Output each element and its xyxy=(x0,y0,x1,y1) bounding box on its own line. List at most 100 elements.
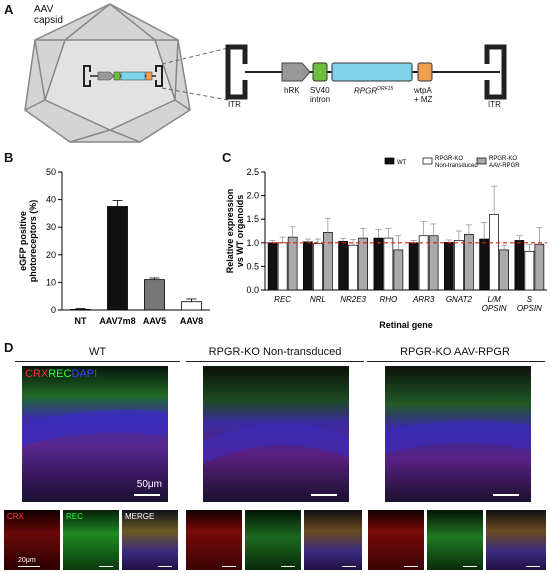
c-bar xyxy=(287,236,298,291)
label-sv40: SV40 intron xyxy=(310,86,330,104)
scalebar-small-ko-crx xyxy=(222,566,236,567)
c-bar xyxy=(444,241,454,291)
panel-a-label: A xyxy=(4,2,14,17)
c-x-tick-label: RHO xyxy=(379,295,397,304)
label-wtpa-line2: + MZ xyxy=(414,95,433,104)
c-bar xyxy=(514,240,525,291)
b-y-axis-label: eGFP positivephotoreceptors (%) xyxy=(18,200,38,283)
panel-c-chart: 0.0 0.5 1.0 1.5 2.0 2.5 REC NRL NR2E3 RHO ARR3 GNAT… xyxy=(225,156,547,330)
scalebar-small-ko-rec xyxy=(281,566,295,567)
c-y-axis-label: Relative expressionvs WT organoids xyxy=(225,189,245,274)
transgene-construct-icon xyxy=(225,44,507,100)
b-y-tick-label: 20 xyxy=(46,250,56,260)
c-bar xyxy=(393,249,404,291)
label-wtpa: wtpA + MZ xyxy=(414,86,432,104)
c-legend-swatch xyxy=(422,157,433,165)
small-rec-aav xyxy=(427,510,483,570)
c-bar xyxy=(418,235,429,291)
c-bar xyxy=(267,242,278,291)
b-x-tick-label: AAV7m8 xyxy=(99,316,135,326)
scalebar-small-wt-rec xyxy=(99,566,113,567)
small-rec-wt-label: REC xyxy=(66,512,83,521)
stain-dapi-label: DAPI xyxy=(71,368,98,380)
panel-a-diagram xyxy=(24,3,507,143)
scalebar-small-ko-merge xyxy=(342,566,356,567)
c-legend-label: RPGR-KO AAV-RPGR xyxy=(489,156,520,169)
c-bar xyxy=(313,243,323,291)
c-bar xyxy=(323,232,333,291)
c-bar xyxy=(534,243,545,291)
panel-d-label: D xyxy=(4,340,14,355)
b-bar xyxy=(107,206,128,311)
title-ko-aav-rpgr: RPGR-KO AAV-RPGR xyxy=(400,346,510,358)
b-bar xyxy=(70,309,91,311)
c-y-tick-label: 0.0 xyxy=(246,285,259,295)
c-y-tick-label: 1.5 xyxy=(246,214,259,224)
c-bar xyxy=(524,250,535,291)
c-bar xyxy=(383,237,394,291)
scale-label-20um: 20μm xyxy=(18,557,36,564)
c-y-tick-label: 0.5 xyxy=(246,261,259,271)
c-bar xyxy=(277,242,288,291)
small-crx-wt-label: CRX xyxy=(7,512,24,521)
b-y-tick-label: 0 xyxy=(51,305,56,315)
title-ko-nontransduced: RPGR-KO Non-transduced xyxy=(208,346,342,358)
c-bar xyxy=(348,244,358,291)
label-hrk: hRK xyxy=(284,86,300,95)
b-bar xyxy=(181,301,202,311)
c-x-tick-label: NR2E3 xyxy=(340,295,366,304)
micrograph-aav-image xyxy=(385,366,531,502)
scalebar-ko xyxy=(311,494,337,496)
micrograph-wt: CRXRECDAPI 50μm xyxy=(22,366,168,502)
b-x-tick-label: AAV8 xyxy=(180,316,203,326)
small-rec-ko xyxy=(245,510,301,570)
small-crx-aav xyxy=(368,510,424,570)
label-rpgr-main: RPGR xyxy=(354,86,378,96)
c-x-tick-label: GNAT2 xyxy=(446,295,473,304)
panel-c-label: C xyxy=(222,150,232,165)
c-bar xyxy=(499,249,509,291)
b-y-tick-label: 10 xyxy=(46,277,56,287)
title-wt: WT xyxy=(88,346,107,358)
label-sv40-line2: intron xyxy=(310,95,331,104)
rule-aav xyxy=(367,361,545,362)
capsid-label: AAV capsid xyxy=(34,4,63,26)
label-rpgr: RPGRORF15 xyxy=(354,86,393,96)
scalebar-small-aav-crx xyxy=(404,566,418,567)
c-x-tick-label: L/M OPSIN xyxy=(482,295,507,313)
small-rec-wt: REC xyxy=(63,510,119,570)
c-bar xyxy=(489,214,499,291)
small-merge-wt-label: MERGE xyxy=(125,512,155,521)
micrograph-ko-image xyxy=(203,366,349,502)
mini-construct-icon xyxy=(83,65,163,87)
b-y-tick-label: 40 xyxy=(46,195,56,205)
micrograph-ko-nontransduced xyxy=(203,366,349,502)
b-y-tick-label: 50 xyxy=(46,167,56,177)
c-x-tick-label: S OPSIN xyxy=(517,295,542,313)
scalebar-small-wt-merge xyxy=(158,566,172,567)
c-bar xyxy=(428,235,439,291)
panel-b-chart: 0 10 20 30 40 50 NT AAV7m8 AAV5 AAV8 eGFP positive… xyxy=(18,167,210,326)
c-legend-label: RPGR-KO Non-transduced xyxy=(435,156,478,169)
c-bar xyxy=(408,242,419,291)
c-y-tick-label: 2.5 xyxy=(246,167,259,177)
capsid-label-line2: capsid xyxy=(34,15,63,26)
c-x-tick-label: ARR3 xyxy=(412,295,435,304)
c-legend-swatch xyxy=(384,157,395,165)
c-x-tick-label: REC xyxy=(274,295,291,304)
c-x-tick-label: NRL xyxy=(310,295,326,304)
scalebar-small-wt xyxy=(18,566,40,567)
scalebar-aav xyxy=(493,494,519,496)
small-crx-wt: CRX 20μm xyxy=(4,510,60,570)
panel-b-label: B xyxy=(4,150,14,165)
stain-rec-label: REC xyxy=(48,368,72,380)
label-itr-left: ITR xyxy=(228,100,241,109)
c-bar xyxy=(479,238,489,291)
small-merge-aav xyxy=(486,510,546,570)
stain-crx-label: CRX xyxy=(25,368,49,380)
c-bar xyxy=(454,240,464,291)
c-x-axis-label: Retinal gene xyxy=(379,320,433,330)
rule-wt xyxy=(15,361,180,362)
b-bar xyxy=(144,279,165,311)
stain-legend: CRXRECDAPI xyxy=(25,368,97,380)
